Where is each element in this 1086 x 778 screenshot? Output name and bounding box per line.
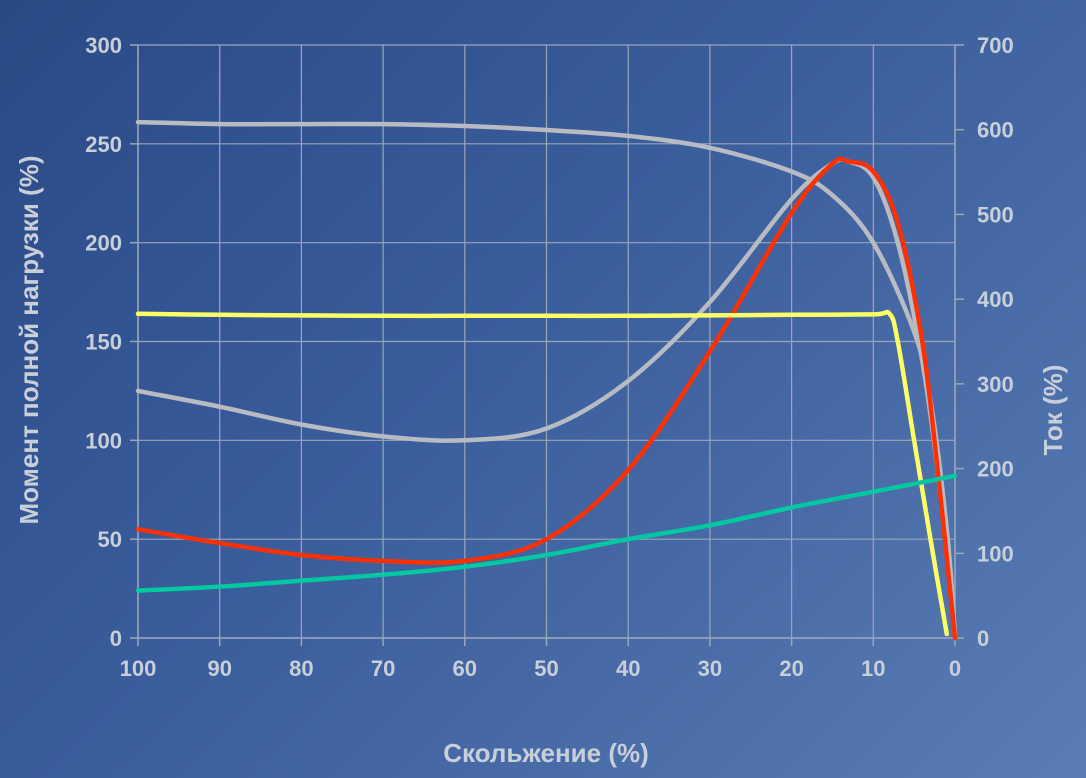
y2-tick-label: 0: [977, 626, 989, 651]
y-tick-label: 50: [98, 527, 122, 552]
tick-labels: 100 90 80 70 60 50 40 30 20 10 0050100150200250300…: [85, 33, 1013, 681]
x-tick-label: 30: [698, 656, 722, 681]
y2-axis-title: Ток (%): [1038, 365, 1068, 456]
y-tick-label: 200: [85, 231, 122, 256]
x-tick-label: 40: [616, 656, 640, 681]
x-tick-label: 100: [120, 656, 157, 681]
y2-tick-label: 700: [977, 33, 1014, 58]
series-group: [135, 119, 958, 641]
x-tick-label: 80: [289, 656, 313, 681]
x-tick-label: 70: [371, 656, 395, 681]
y2-tick-label: 400: [977, 287, 1014, 312]
axes: [130, 44, 964, 646]
y2-tick-label: 500: [977, 202, 1014, 227]
x-tick-label: 20: [779, 656, 803, 681]
x-axis-title: Скольжение (%): [443, 738, 649, 768]
x-tick-label: 60: [453, 656, 477, 681]
x-tick-label: 90: [207, 656, 231, 681]
y-tick-label: 250: [85, 132, 122, 157]
y2-tick-label: 300: [977, 372, 1014, 397]
series-line-3: [135, 156, 958, 641]
y-tick-label: 0: [110, 626, 122, 651]
y-tick-label: 300: [85, 33, 122, 58]
y2-tick-label: 100: [977, 541, 1014, 566]
y2-tick-label: 200: [977, 457, 1014, 482]
x-tick-label: 0: [949, 656, 961, 681]
x-tick-label: 10: [861, 656, 885, 681]
y-tick-label: 100: [85, 428, 122, 453]
series-line-5: [135, 473, 958, 593]
y-tick-label: 150: [85, 330, 122, 355]
y2-tick-label: 600: [977, 118, 1014, 143]
series-line-4: [135, 309, 950, 637]
x-tick-label: 50: [534, 656, 558, 681]
y-axis-title: Момент полной нагрузки (%): [14, 155, 44, 524]
series-line-2: [135, 157, 958, 637]
